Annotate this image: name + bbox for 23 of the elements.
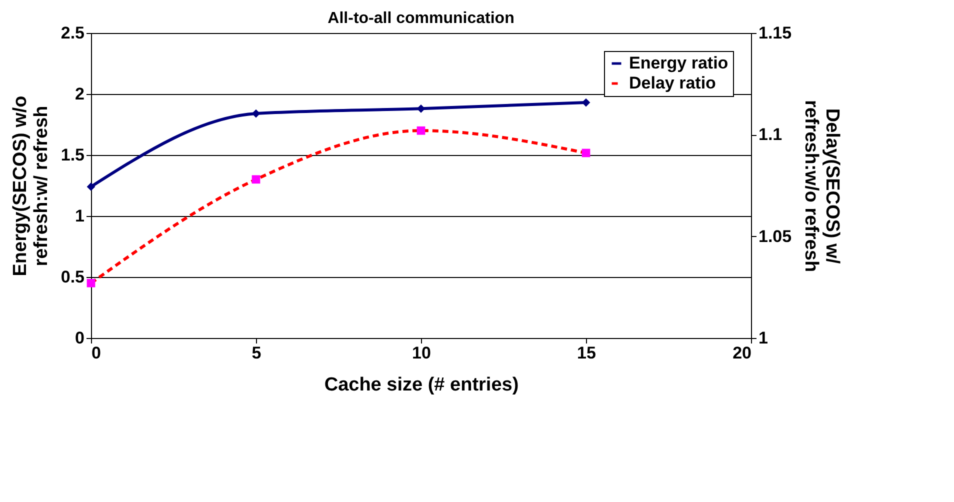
y-tick-label: 2 [75, 84, 84, 104]
y-tick-label: 0 [75, 328, 84, 348]
y-tick-label: 0.5 [60, 268, 84, 286]
y-axis-title: Energy(SECOS) w/o refresh:w/ refresh [10, 96, 52, 276]
x-tick-label: 20 [732, 344, 752, 362]
x-tick-label: 0 [92, 344, 101, 362]
legend-label: Delay ratio [629, 74, 716, 92]
y2-tick-label: 1.1 [758, 125, 782, 144]
y-tick-label: 1 [75, 206, 84, 226]
x-tick-label: 10 [412, 344, 431, 362]
point [252, 109, 260, 118]
y2-axis-title: Delay(SECOS) w/ refresh:w/o refresh [800, 100, 843, 272]
y-tick-label: 2.5 [60, 24, 84, 42]
chart-title: All-to-all communication [328, 10, 514, 27]
y2-tick-label: 1 [758, 328, 768, 348]
y-tick-label: 1.5 [60, 146, 84, 164]
x-axis-title: Cache size (# entries) [324, 374, 519, 396]
point [86, 182, 96, 191]
legend-label: Energy ratio [629, 54, 728, 72]
x-tick-label: 5 [252, 344, 262, 362]
y2-tick-label: 1.05 [758, 226, 792, 246]
x-tick-label: 15 [577, 344, 596, 362]
y2-tick-label: 1.15 [758, 24, 792, 42]
